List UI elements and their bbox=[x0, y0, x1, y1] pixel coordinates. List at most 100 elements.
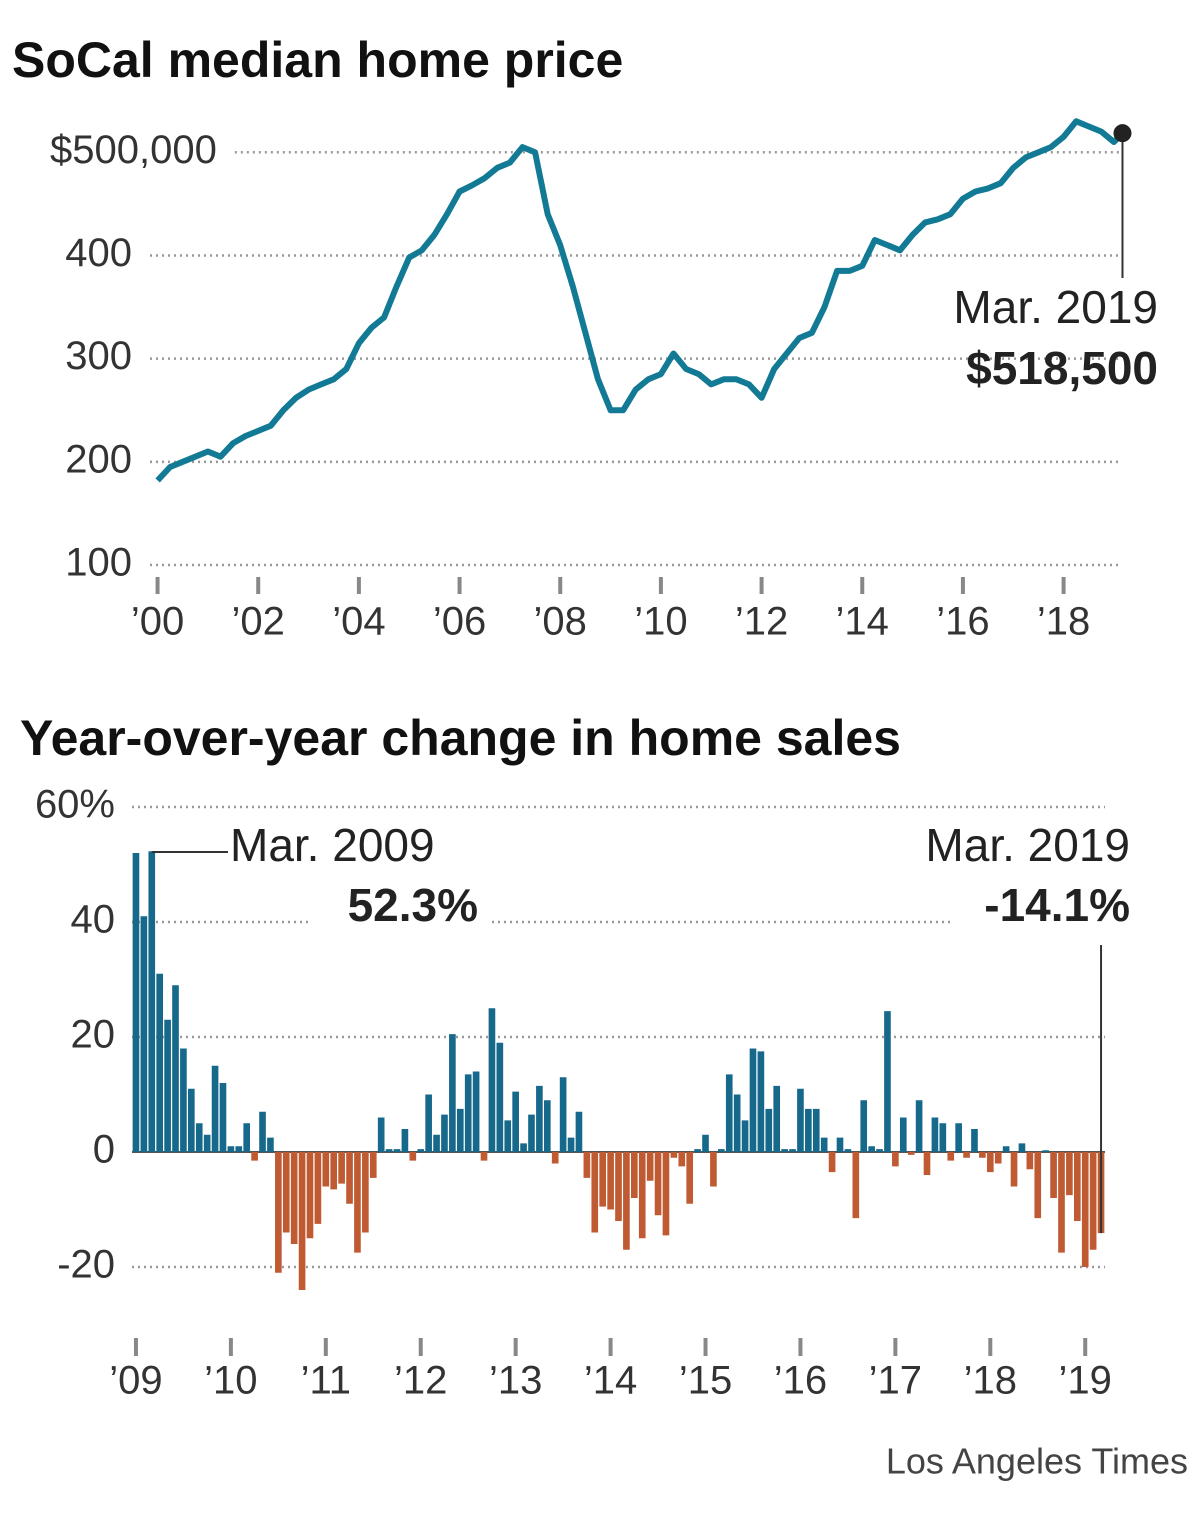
x-tick-label: ’14 bbox=[836, 600, 889, 644]
bar bbox=[472, 1071, 480, 1152]
bar bbox=[733, 1094, 741, 1152]
bar bbox=[884, 1011, 891, 1152]
bar bbox=[496, 1042, 504, 1152]
bar bbox=[140, 916, 148, 1152]
bar bbox=[362, 1152, 369, 1233]
price-line bbox=[155, 118, 1125, 483]
bar bbox=[180, 1048, 187, 1152]
bar bbox=[749, 1048, 757, 1152]
bar bbox=[797, 1088, 804, 1152]
y-tick-label: 40 bbox=[71, 898, 116, 942]
x-tick-label: ’17 bbox=[869, 1359, 922, 1403]
bar bbox=[1002, 1146, 1010, 1152]
bar bbox=[892, 1152, 899, 1167]
y-tick-label: 400 bbox=[65, 231, 132, 275]
bar bbox=[583, 1152, 591, 1178]
bar bbox=[456, 1108, 464, 1152]
bar bbox=[860, 1100, 868, 1152]
bar bbox=[401, 1129, 409, 1152]
bar bbox=[868, 1146, 875, 1152]
bar bbox=[773, 1085, 781, 1152]
bar bbox=[971, 1129, 978, 1152]
bar bbox=[638, 1152, 646, 1239]
x-tick-label: ’02 bbox=[232, 600, 285, 644]
value-label: -14.1% bbox=[984, 879, 1130, 931]
x-tick-label: ’12 bbox=[394, 1359, 447, 1403]
y-tick-label: 200 bbox=[65, 437, 132, 481]
bar bbox=[338, 1152, 345, 1184]
bar bbox=[986, 1152, 994, 1173]
bar bbox=[907, 1152, 915, 1155]
x-tick-label: ’10 bbox=[634, 600, 687, 644]
y-tick-label: 20 bbox=[71, 1013, 116, 1057]
bar bbox=[828, 1152, 836, 1173]
bar bbox=[1058, 1152, 1065, 1253]
bar bbox=[844, 1149, 852, 1152]
bar bbox=[939, 1123, 947, 1152]
bar bbox=[1066, 1152, 1073, 1196]
bar bbox=[203, 1134, 211, 1152]
bar bbox=[646, 1152, 654, 1181]
x-tick-label: ’09 bbox=[109, 1359, 162, 1403]
bar bbox=[512, 1091, 519, 1152]
y-tick-label: -20 bbox=[57, 1243, 115, 1287]
bar bbox=[259, 1111, 266, 1152]
bar bbox=[306, 1152, 314, 1239]
bar bbox=[520, 1143, 527, 1152]
bar bbox=[765, 1108, 773, 1152]
bar bbox=[369, 1152, 377, 1178]
bar bbox=[1089, 1152, 1097, 1250]
bar bbox=[417, 1149, 425, 1152]
y-tick-label: 0 bbox=[93, 1128, 115, 1172]
bar bbox=[591, 1152, 599, 1233]
bar bbox=[528, 1114, 535, 1152]
bar bbox=[243, 1123, 251, 1152]
bar bbox=[1050, 1152, 1057, 1198]
bar bbox=[1042, 1150, 1049, 1152]
annotation: Mar. 2009 bbox=[230, 819, 435, 871]
x-tick-label: ’06 bbox=[433, 600, 486, 644]
chart-title: Year-over-year change in home sales bbox=[20, 710, 901, 766]
bar bbox=[836, 1137, 844, 1152]
bar bbox=[575, 1111, 583, 1152]
x-tick-label: ’10 bbox=[204, 1359, 257, 1403]
x-tick-label: ’18 bbox=[1037, 600, 1090, 644]
x-tick-label: ’11 bbox=[301, 1359, 351, 1403]
bar bbox=[449, 1034, 456, 1152]
bar bbox=[899, 1117, 907, 1152]
value-label: 52.3% bbox=[348, 879, 478, 931]
x-tick-label: ’19 bbox=[1059, 1359, 1112, 1403]
bar bbox=[488, 1008, 496, 1152]
bar bbox=[132, 853, 140, 1152]
bar bbox=[464, 1074, 472, 1152]
bar bbox=[275, 1152, 282, 1273]
bar bbox=[1034, 1152, 1042, 1219]
chart-title: SoCal median home price bbox=[12, 32, 623, 88]
x-tick-label: ’16 bbox=[774, 1359, 827, 1403]
bar bbox=[251, 1152, 258, 1161]
bar bbox=[322, 1152, 330, 1187]
x-tick-label: ’12 bbox=[735, 600, 788, 644]
bar bbox=[852, 1152, 860, 1219]
bar bbox=[623, 1152, 630, 1250]
bar bbox=[559, 1077, 567, 1152]
bar bbox=[947, 1152, 955, 1161]
bar bbox=[567, 1137, 575, 1152]
bar bbox=[718, 1149, 725, 1152]
x-tick-label: ’08 bbox=[534, 600, 587, 644]
x-tick-label: ’16 bbox=[936, 600, 989, 644]
bar bbox=[725, 1074, 733, 1152]
bar bbox=[963, 1152, 970, 1158]
y-tick-label: 300 bbox=[65, 334, 132, 378]
bar bbox=[164, 1019, 171, 1152]
bar bbox=[741, 1120, 749, 1152]
bar bbox=[979, 1152, 986, 1158]
bar bbox=[290, 1152, 298, 1244]
x-tick-label: ’04 bbox=[332, 600, 385, 644]
bar bbox=[188, 1088, 195, 1152]
bar bbox=[812, 1108, 820, 1152]
bar bbox=[654, 1152, 662, 1216]
bar bbox=[702, 1134, 709, 1152]
bar bbox=[686, 1152, 694, 1204]
bar bbox=[425, 1094, 432, 1152]
